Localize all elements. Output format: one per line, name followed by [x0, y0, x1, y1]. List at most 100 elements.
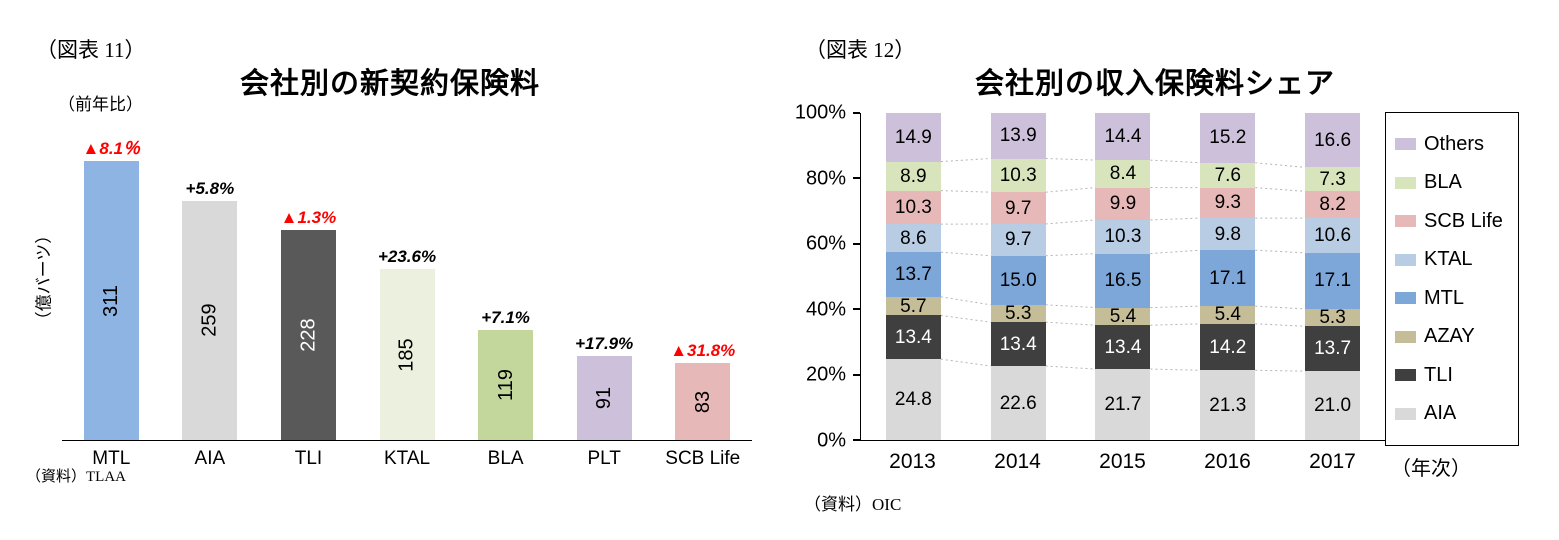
- segment-value-label: 21.3: [1209, 394, 1247, 416]
- legend-label: BLA: [1424, 171, 1462, 194]
- segment-aia: 21.3: [1200, 370, 1256, 440]
- x-axis-label-2014: 2014: [994, 450, 1041, 473]
- bar-column-plt: +17.9% 91: [555, 140, 654, 440]
- segment-bla: 7.6: [1200, 162, 1256, 188]
- segment-value-label: 5.3: [1319, 307, 1346, 329]
- stacked-bar-2015: 21.7 13.4 5.4 16.5 10.3 9.9 8.4 14.4: [1071, 113, 1176, 440]
- x-axis-label-scb-life: SCB Life: [665, 448, 741, 469]
- stacked-bar-2013: 24.8 13.4 5.7 13.7 8.6 10.3 8.9 14.9: [861, 113, 966, 440]
- chart-title: 会社別の収入保険料シェア: [974, 68, 1335, 100]
- legend-label: AZAY: [1424, 325, 1475, 348]
- yoy-annotation: ▲1.3%: [280, 207, 337, 227]
- segment-others: 15.2: [1200, 113, 1256, 163]
- y-tickmark: [853, 112, 860, 114]
- segment-azay: 5.7: [885, 297, 941, 316]
- new-premiums-xlabels: MTL AIA TLI KTAL BLA PLT SCB Life: [62, 448, 752, 470]
- bar-mtl: 311: [83, 161, 139, 440]
- legend-swatch: [1395, 369, 1416, 382]
- stack-2016: 21.3 14.2 5.4 17.1 9.8 9.3 7.6 15.2: [1200, 113, 1256, 440]
- bar-bla: 119: [478, 330, 534, 440]
- yoy-header-label: （前年比）: [58, 95, 143, 114]
- legend-swatch: [1395, 138, 1416, 151]
- legend-item-azay: AZAY: [1395, 325, 1509, 348]
- bar-value-label: 91: [593, 386, 616, 410]
- segment-tli: 13.4: [990, 322, 1046, 367]
- segment-scb-life: 9.9: [1095, 187, 1151, 220]
- y-tick-label-20pct: 20%: [805, 363, 846, 386]
- figure-label: （図表 11）: [36, 38, 146, 62]
- segment-scb-life: 10.3: [885, 190, 941, 225]
- x-axis-label-tli: TLI: [294, 448, 323, 469]
- segment-tli: 14.2: [1200, 323, 1256, 371]
- segment-bla: 7.3: [1305, 167, 1361, 192]
- segment-value-label: 13.9: [999, 125, 1037, 147]
- segment-mtl: 15.0: [990, 255, 1046, 305]
- legend-swatch: [1395, 292, 1416, 305]
- y-tick-label-80pct: 80%: [805, 167, 846, 190]
- segment-ktal: 9.7: [990, 223, 1046, 256]
- segment-value-label: 13.4: [1104, 336, 1142, 358]
- segment-bla: 10.3: [990, 158, 1046, 193]
- bar-column-tli: ▲1.3% 228: [259, 140, 358, 440]
- segment-value-label: 17.1: [1209, 267, 1247, 289]
- x-axis-unit-label: （年次）: [1391, 458, 1471, 480]
- legend-item-aia: AIA: [1395, 402, 1509, 425]
- segment-ktal: 10.3: [1095, 219, 1151, 254]
- segment-value-label: 13.4: [999, 333, 1037, 355]
- segment-value-label: 8.4: [1109, 163, 1137, 185]
- y-tick-label-60pct: 60%: [805, 232, 846, 255]
- stacked-bar-2016: 21.3 14.2 5.4 17.1 9.8 9.3 7.6 15.2: [1175, 113, 1280, 440]
- x-axis-label-2013: 2013: [889, 450, 936, 473]
- share-xlabels: 2013 2014 2015 2016 2017: [860, 450, 1385, 474]
- segment-value-label: 13.7: [1314, 338, 1352, 360]
- segment-value-label: 24.8: [894, 389, 932, 411]
- segment-value-label: 10.3: [999, 164, 1037, 186]
- segment-value-label: 8.9: [900, 165, 927, 187]
- segment-value-label: 14.4: [1104, 126, 1142, 148]
- segment-ktal: 9.8: [1200, 218, 1256, 251]
- segment-aia: 22.6: [990, 366, 1046, 440]
- segment-value-label: 15.2: [1209, 127, 1247, 149]
- segment-value-label: 22.6: [999, 392, 1037, 414]
- stack-2014: 22.6 13.4 5.3 15.0 9.7 9.7 10.3 13.9: [990, 113, 1046, 440]
- segment-value-label: 17.1: [1314, 270, 1352, 292]
- segment-mtl: 16.5: [1095, 253, 1151, 308]
- stack-2015: 21.7 13.4 5.4 16.5 10.3 9.9 8.4 14.4: [1095, 113, 1151, 440]
- share-legend: Others BLA SCB Life KTAL MTL AZAY TLI AIA: [1385, 112, 1519, 446]
- segment-aia: 21.7: [1095, 369, 1151, 440]
- segment-value-label: 14.9: [894, 126, 932, 148]
- segment-tli: 13.4: [885, 315, 941, 360]
- segment-scb-life: 9.3: [1200, 187, 1256, 219]
- legend-label: Others: [1424, 132, 1485, 155]
- yoy-annotation: ▲31.8%: [670, 341, 736, 361]
- chart-title: 会社別の新契約保険料: [239, 68, 540, 100]
- legend-swatch: [1395, 215, 1416, 228]
- yoy-annotation: ▲8.1％: [82, 139, 141, 158]
- segment-others: 14.9: [885, 113, 941, 162]
- segment-value-label: 16.6: [1314, 129, 1352, 151]
- bar-tli: 228: [280, 229, 336, 440]
- bar-column-aia: +5.8% 259: [161, 140, 260, 440]
- legend-item-bla: BLA: [1395, 171, 1509, 194]
- source-note: （資料）TLAA: [26, 469, 126, 485]
- yoy-annotation: +5.8%: [185, 178, 235, 198]
- stacked-bar-2014: 22.6 13.4 5.3 15.0 9.7 9.7 10.3 13.9: [966, 113, 1071, 440]
- segment-others: 14.4: [1095, 113, 1151, 161]
- source-note: （資料）OIC: [804, 495, 902, 514]
- legend-item-mtl: MTL: [1395, 287, 1509, 310]
- bar-ktal: 185: [379, 269, 435, 440]
- segment-bla: 8.9: [885, 161, 941, 191]
- x-axis-label-mtl: MTL: [92, 448, 131, 469]
- yoy-annotation: +23.6%: [377, 247, 437, 267]
- segment-value-label: 13.7: [894, 264, 932, 286]
- bar-aia: 259: [182, 200, 238, 440]
- y-tickmark: [853, 439, 860, 441]
- segment-azay: 5.4: [1095, 307, 1151, 326]
- legend-swatch: [1395, 253, 1416, 266]
- segment-value-label: 7.3: [1319, 168, 1346, 190]
- y-tickmark: [853, 308, 860, 311]
- segment-mtl: 17.1: [1305, 252, 1361, 309]
- x-axis-label-2015: 2015: [1099, 450, 1146, 473]
- legend-swatch: [1395, 330, 1416, 343]
